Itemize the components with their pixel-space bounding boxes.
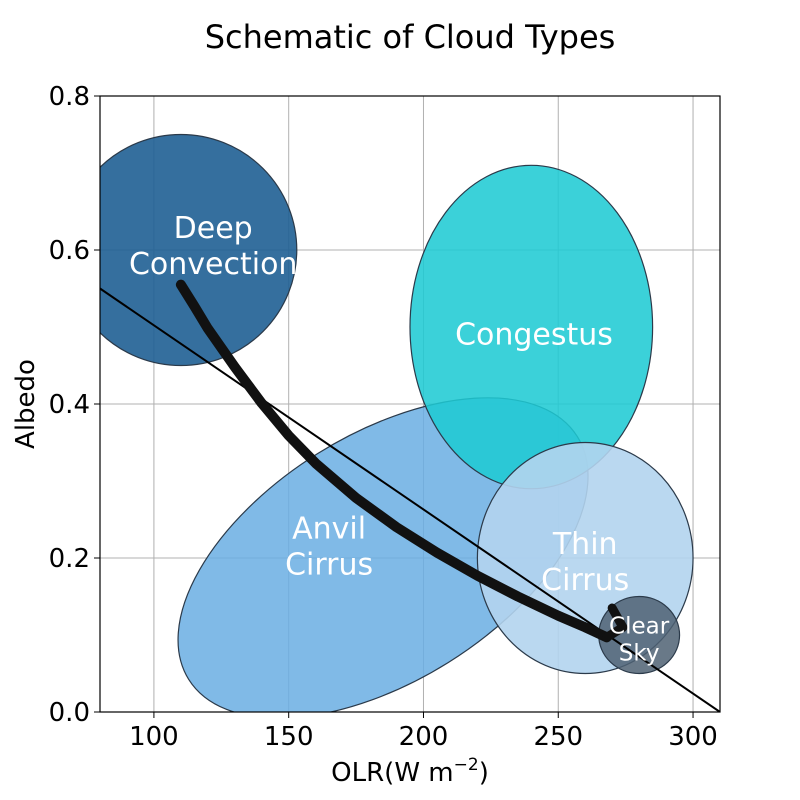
axis-ticks: 100 150 200 250 300 0.0 0.2 0.4 0.6 0.8 xyxy=(49,82,718,752)
x-axis-label: OLR(W m−2) xyxy=(331,755,489,788)
clear-sky-label: Clear xyxy=(609,613,670,639)
y-tick-label: 0.4 xyxy=(49,390,90,420)
x-tick-label: 200 xyxy=(399,722,449,752)
thin-cirrus-label: Cirrus xyxy=(541,563,629,598)
deep-convection-ellipse xyxy=(100,133,298,367)
congestus-label: Congestus xyxy=(455,318,613,353)
chart-title: Schematic of Cloud Types xyxy=(205,18,616,56)
cloud-labels: AnvilCirrusDeepConvectionCongestusThinCi… xyxy=(129,211,670,666)
anvil-cirrus-label: Cirrus xyxy=(285,547,373,582)
x-tick-label: 300 xyxy=(668,722,718,752)
y-tick-label: 0.2 xyxy=(49,544,90,574)
trajectory-hook xyxy=(602,603,628,642)
x-tick-label: 250 xyxy=(533,722,583,752)
y-tick-label: 0.6 xyxy=(49,236,90,266)
anvil-cirrus-label: Anvil xyxy=(292,511,366,546)
deep-convection-label: Convection xyxy=(129,247,298,282)
lines xyxy=(100,279,720,712)
y-axis-label: Albedo xyxy=(11,359,41,449)
thin-cirrus-label: Thin xyxy=(552,527,618,562)
y-tick-label: 0.8 xyxy=(49,82,90,112)
reference-line xyxy=(100,287,720,712)
x-tick-label: 100 xyxy=(129,722,179,752)
deep-convection-label: Deep xyxy=(174,211,253,246)
trajectory-curve xyxy=(175,279,612,643)
clear-sky-label: Sky xyxy=(619,640,660,666)
cloud-ellipses xyxy=(100,133,694,712)
x-tick-label: 150 xyxy=(264,722,314,752)
y-tick-label: 0.0 xyxy=(49,698,90,728)
